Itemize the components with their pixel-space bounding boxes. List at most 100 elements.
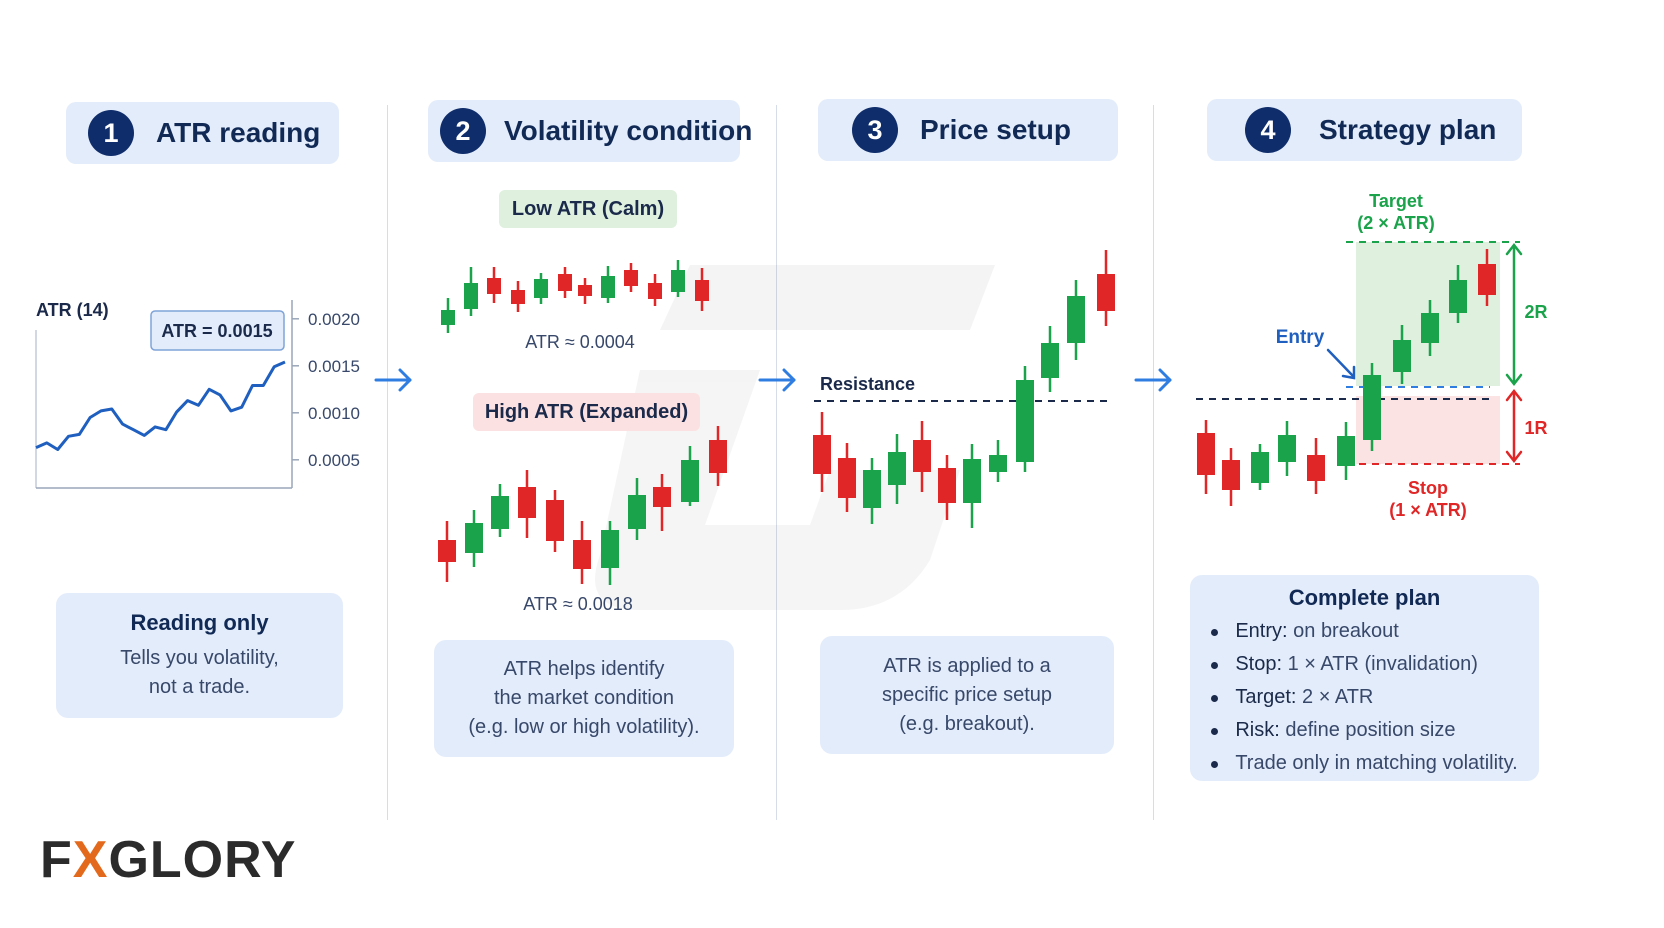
y-tick-label: 0.0020: [308, 310, 360, 329]
bearish-candle: [913, 440, 931, 472]
bullish-candle: [1337, 436, 1355, 466]
bearish-candle: [1478, 264, 1496, 295]
complete-plan-card: Complete plan Entry: on breakout Stop: 1…: [1190, 575, 1539, 781]
card-line: ATR helps identify: [503, 658, 665, 680]
bearish-candle: [438, 540, 456, 562]
bullish-candle: [989, 455, 1007, 472]
volatility-card: ATR helps identify the market condition …: [434, 640, 734, 757]
bullish-candle: [1041, 343, 1059, 378]
step-title: Strategy plan: [1319, 114, 1497, 145]
price-setup-candles: [813, 250, 1115, 528]
y-tick-label: 0.0005: [308, 451, 360, 470]
high-atr-badge: High ATR (Expanded): [473, 393, 700, 431]
bullish-candle: [491, 496, 509, 529]
bullish-candle: [1016, 380, 1034, 462]
plan-item: Target: 2 × ATR: [1211, 681, 1517, 714]
bullish-candle: [601, 530, 619, 568]
y-tick-label: 0.0010: [308, 404, 360, 423]
bearish-candle: [624, 270, 638, 286]
y-tick-label: 0.0015: [308, 357, 360, 376]
bullish-candle: [1278, 435, 1296, 462]
brand-logo: FXGLORY: [40, 831, 297, 889]
atr-series-line: [35, 360, 286, 451]
card-line: not a trade.: [148, 675, 251, 698]
bullish-candle: [1067, 296, 1085, 343]
plan-item: Risk: define position size: [1211, 714, 1517, 747]
bearish-candle: [813, 435, 831, 474]
card-line: Tells you volatility,: [120, 646, 279, 669]
step-1-header: 1 ATR reading: [66, 102, 339, 164]
bullish-candle: [681, 460, 699, 502]
bullish-candle: [1449, 280, 1467, 313]
bearish-candle: [938, 468, 956, 503]
plan-list: Entry: on breakout Stop: 1 × ATR (invali…: [1211, 615, 1518, 780]
high-atr-value: ATR ≈ 0.0018: [523, 594, 633, 614]
high-volatility-candles: [438, 426, 727, 585]
step-number-badge: 1: [88, 110, 134, 156]
stop-label: Stop: [1408, 478, 1448, 498]
low-atr-badge: Low ATR (Calm): [499, 190, 677, 228]
step-number-badge: 2: [440, 108, 486, 154]
watermark-shape: [595, 265, 995, 610]
bullish-candle: [465, 523, 483, 553]
resistance-label: Resistance: [820, 374, 915, 394]
risk-label: 1R: [1524, 418, 1547, 438]
stop-label-sub: (1 × ATR): [1389, 500, 1467, 520]
bullish-candle: [888, 452, 906, 485]
bearish-candle: [1197, 433, 1215, 475]
bullish-candle: [534, 279, 548, 298]
flow-arrow-2: [758, 368, 796, 392]
step-title: ATR reading: [156, 117, 321, 148]
bearish-candle: [578, 285, 592, 296]
target-label-sub: (2 × ATR): [1357, 213, 1435, 233]
card-line: (e.g. breakout).: [899, 712, 1035, 735]
flow-arrow-3: [1134, 368, 1172, 392]
bullish-candle: [464, 283, 478, 309]
step-2-header: 2 Volatility condition: [428, 100, 752, 162]
plan-item: Stop: 1 × ATR (invalidation): [1211, 648, 1517, 681]
flow-arrow-1: [374, 368, 412, 392]
bearish-candle: [1307, 455, 1325, 481]
bearish-candle: [558, 274, 572, 291]
plan-title: Complete plan: [1288, 585, 1441, 610]
bearish-candle: [518, 487, 536, 518]
step-3-header: 3 Price setup: [818, 99, 1118, 161]
risk-measure-arrow: [1505, 388, 1523, 464]
bearish-candle: [648, 283, 662, 299]
strategy-candles: [1197, 249, 1496, 506]
bullish-candle: [963, 459, 981, 503]
atr-line-chart: ATR (14) 0.0020 0.0015 0.0010 0.0005 ATR = …: [35, 300, 360, 489]
bearish-candle: [487, 278, 501, 294]
indicator-label: ATR (14): [36, 300, 109, 320]
column-divider: [1153, 105, 1154, 820]
bullish-candle: [1363, 375, 1381, 440]
step-title: Volatility condition: [504, 115, 753, 146]
card-line: the market condition: [493, 687, 675, 709]
reading-only-card: Reading only Tells you volatility, not a…: [56, 593, 343, 718]
bullish-candle: [628, 495, 646, 529]
y-tick-group: 0.0020 0.0015 0.0010 0.0005: [292, 310, 360, 470]
bullish-candle: [1251, 452, 1269, 483]
bearish-candle: [709, 440, 727, 473]
price-setup-card: ATR is applied to a specific price setup…: [820, 636, 1114, 754]
card-line: specific price setup: [881, 683, 1053, 706]
bearish-candle: [1097, 274, 1115, 311]
column-divider: [776, 105, 777, 820]
card-title: Reading only: [130, 609, 269, 635]
bearish-candle: [838, 458, 856, 498]
bullish-candle: [1393, 340, 1411, 372]
bullish-candle: [441, 310, 455, 325]
plan-item: Entry: on breakout: [1211, 615, 1517, 648]
bullish-candle: [601, 276, 615, 298]
bullish-candle: [1421, 313, 1439, 343]
bullish-candle: [671, 270, 685, 292]
card-line: ATR is applied to a: [883, 654, 1051, 677]
atr-value-text: ATR = 0.0015: [161, 321, 272, 341]
reward-measure-arrow: [1505, 242, 1523, 387]
bearish-candle: [695, 280, 709, 301]
bearish-candle: [653, 487, 671, 507]
bearish-candle: [1222, 460, 1240, 490]
column-divider: [387, 105, 388, 820]
card-line: (e.g. low or high volatility).: [468, 716, 700, 738]
